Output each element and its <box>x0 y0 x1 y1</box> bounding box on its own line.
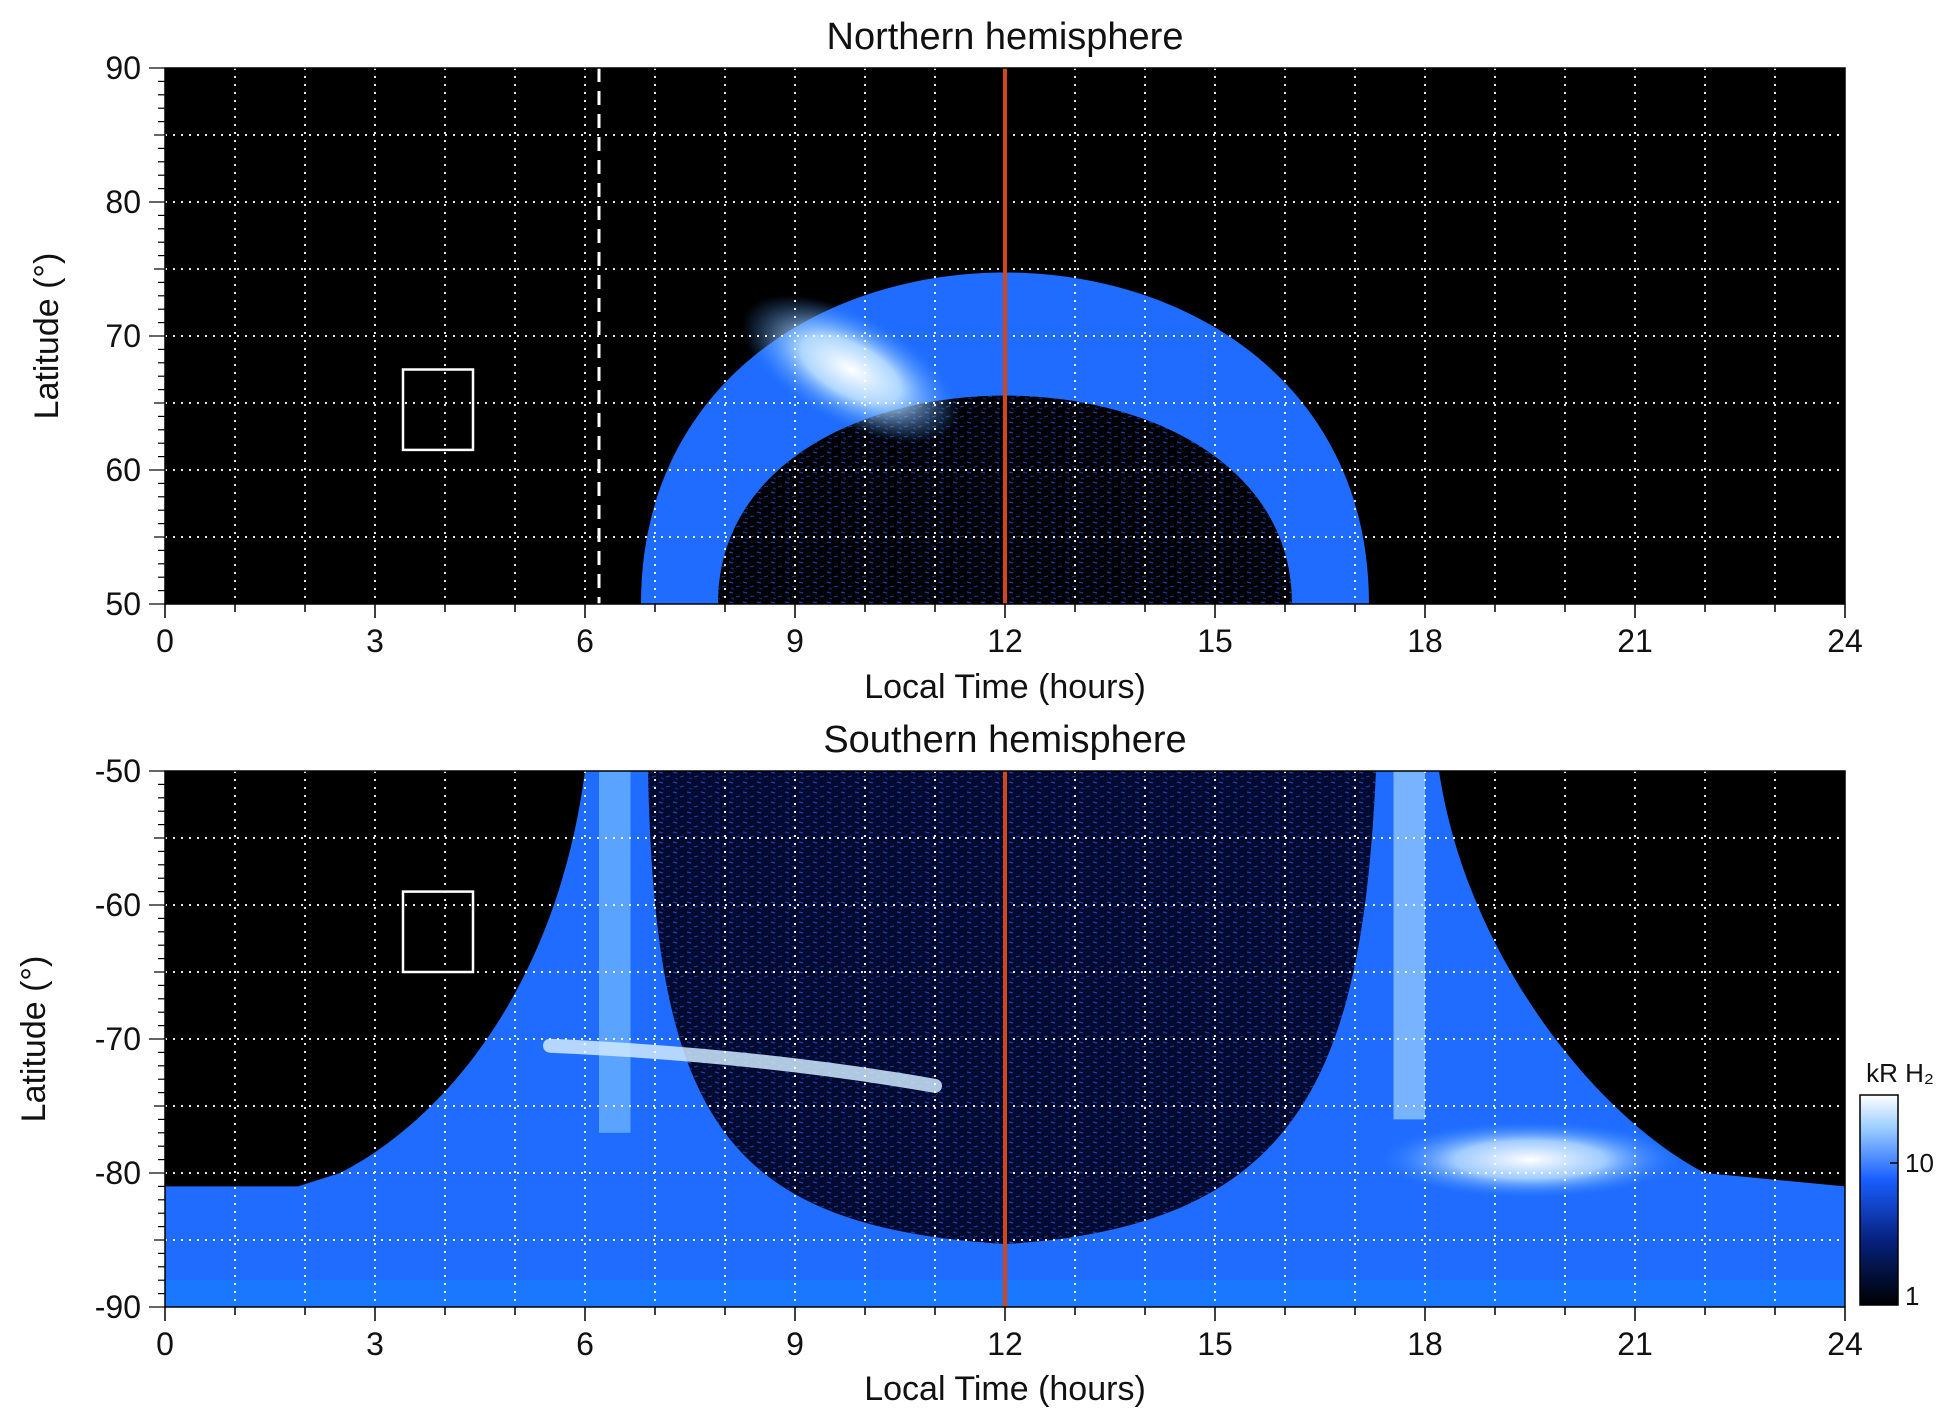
southern-box <box>401 890 475 974</box>
y-tick-label: 50 <box>105 586 141 622</box>
x-tick-label: 0 <box>156 623 174 659</box>
northern-box <box>401 368 475 452</box>
x-tick-label: 6 <box>576 1326 594 1362</box>
southern-x-label: Local Time (hours) <box>864 1370 1146 1408</box>
colorbar-gradient <box>1859 1094 1899 1306</box>
southern-cap-speckle <box>648 771 1376 1245</box>
northern-y-ticks: 50 60 70 80 90 <box>105 50 165 622</box>
southern-bright-spot <box>1380 1121 1680 1198</box>
colorbar: kR H₂ 10 1 <box>1859 1058 1934 1311</box>
x-tick-label: 15 <box>1197 1326 1233 1362</box>
y-tick-label: -80 <box>95 1155 141 1191</box>
x-tick-label: 6 <box>576 623 594 659</box>
northern-x-ticks: 0 3 6 9 12 15 18 21 24 <box>156 604 1863 659</box>
southern-left-streak <box>599 771 631 1133</box>
y-tick-label: 80 <box>105 184 141 220</box>
x-tick-label: 0 <box>156 1326 174 1362</box>
southern-panel: Southern hemisphere 0 3 6 9 12 15 18 21 24 -50 -6… <box>15 719 1863 1408</box>
x-tick-label: 18 <box>1407 1326 1443 1362</box>
y-tick-label: -70 <box>95 1021 141 1057</box>
northern-x-label: Local Time (hours) <box>864 668 1146 706</box>
northern-title: Northern hemisphere <box>827 16 1184 58</box>
x-tick-label: 3 <box>366 1326 384 1362</box>
colorbar-label: kR H₂ <box>1866 1058 1934 1088</box>
y-tick-label: -50 <box>95 753 141 789</box>
y-tick-label: 60 <box>105 452 141 488</box>
x-tick-label: 9 <box>786 623 804 659</box>
southern-right-streak <box>1393 771 1425 1120</box>
y-tick-label: -60 <box>95 887 141 923</box>
x-tick-label: 3 <box>366 623 384 659</box>
southern-bright-arc <box>543 1038 942 1093</box>
x-tick-label: 9 <box>786 1326 804 1362</box>
x-tick-label: 21 <box>1617 1326 1653 1362</box>
southern-y-label: Latitude (°) <box>15 956 53 1123</box>
colorbar-tick-label-10: 10 <box>1905 1148 1934 1178</box>
x-tick-label: 15 <box>1197 623 1233 659</box>
northern-bright-spot <box>741 295 961 444</box>
colorbar-tick-label-1: 1 <box>1905 1281 1919 1311</box>
x-tick-label: 12 <box>987 623 1023 659</box>
x-tick-label: 18 <box>1407 623 1443 659</box>
y-tick-label: 70 <box>105 318 141 354</box>
southern-y-ticks: -50 -60 -70 -80 -90 <box>95 753 165 1325</box>
x-tick-label: 21 <box>1617 623 1653 659</box>
x-tick-label: 24 <box>1827 623 1863 659</box>
x-tick-label: 24 <box>1827 1326 1863 1362</box>
x-tick-label: 12 <box>987 1326 1023 1362</box>
southern-title: Southern hemisphere <box>823 719 1186 761</box>
y-tick-label: -90 <box>95 1289 141 1325</box>
y-tick-label: 90 <box>105 50 141 86</box>
southern-x-ticks: 0 3 6 9 12 15 18 21 24 <box>156 1307 1863 1362</box>
northern-y-label: Latitude (°) <box>28 253 66 420</box>
northern-panel: Northern hemisphere 0 3 6 9 12 15 18 21 24 50 60 7… <box>28 16 1863 706</box>
